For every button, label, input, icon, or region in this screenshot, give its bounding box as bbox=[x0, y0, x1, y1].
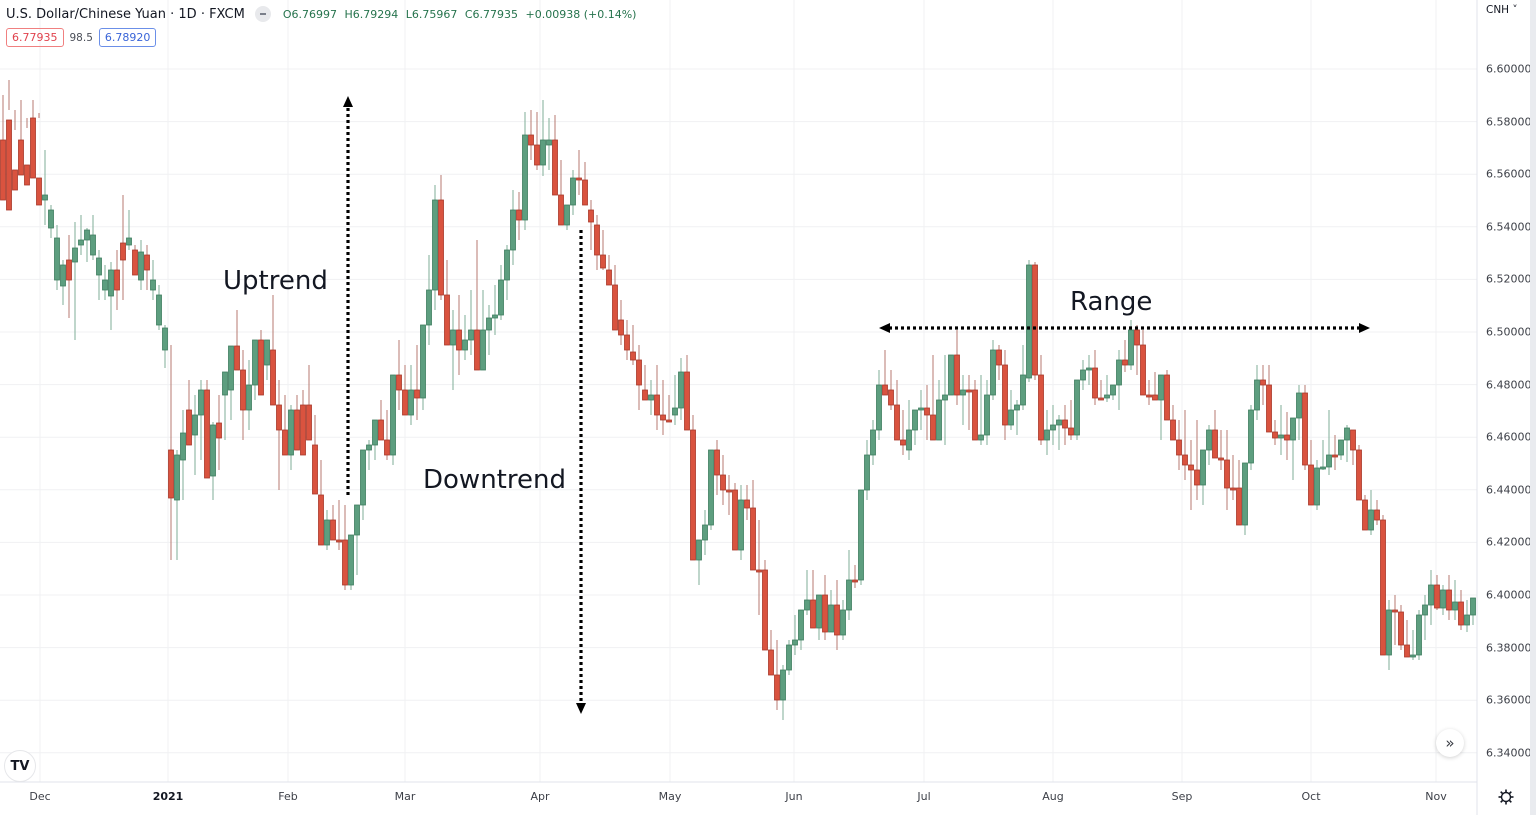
price-axis-label: 6.36000 bbox=[1486, 693, 1532, 707]
trade-prices: 6.77935 98.5 6.78920 bbox=[6, 28, 157, 47]
time-axis-label: Dec bbox=[29, 790, 51, 803]
ohlc-values: O6.76997 H6.79294 L6.75967 C6.77935 +0.0… bbox=[283, 8, 641, 21]
price-axis-label: 6.58000 bbox=[1486, 115, 1532, 129]
price-axis-label: 6.52000 bbox=[1486, 272, 1532, 286]
time-axis-label: Nov bbox=[1425, 790, 1447, 803]
tradingview-logo[interactable]: TV bbox=[4, 750, 36, 782]
time-axis-label: Sep bbox=[1171, 790, 1193, 803]
price-axis-label: 6.46000 bbox=[1486, 430, 1532, 444]
price-axis-label: 6.44000 bbox=[1486, 483, 1532, 497]
settings-gear-icon[interactable] bbox=[1497, 788, 1515, 806]
price-axis-label: 6.42000 bbox=[1486, 535, 1532, 549]
time-axis-label: Aug bbox=[1042, 790, 1064, 803]
annotation-arrows bbox=[343, 96, 1370, 714]
time-axis-label: 2021 bbox=[152, 790, 184, 803]
high-value: H6.79294 bbox=[344, 7, 399, 21]
candlestick-series bbox=[0, 80, 1476, 720]
currency-selector[interactable]: CNH ˅ bbox=[1486, 4, 1518, 16]
symbol-legend: U.S. Dollar/Chinese Yuan · 1D · FXCM O6.… bbox=[6, 6, 640, 22]
time-axis-label: Oct bbox=[1301, 790, 1321, 803]
downtrend-label: Downtrend bbox=[423, 465, 566, 495]
time-axis-label: May bbox=[658, 790, 682, 803]
price-axis-label: 6.54000 bbox=[1486, 220, 1532, 234]
scroll-to-realtime-button[interactable]: » bbox=[1436, 729, 1464, 757]
spread-value: 98.5 bbox=[69, 31, 93, 44]
price-axis-label: 6.38000 bbox=[1486, 641, 1532, 655]
time-axis-label: Mar bbox=[394, 790, 416, 803]
price-axis-label: 6.50000 bbox=[1486, 325, 1532, 339]
sell-price-button[interactable]: 6.77935 bbox=[6, 28, 64, 47]
buy-price-button[interactable]: 6.78920 bbox=[98, 28, 157, 47]
symbol-title[interactable]: U.S. Dollar/Chinese Yuan · 1D · FXCM bbox=[6, 6, 245, 22]
time-axis-label: Feb bbox=[278, 790, 298, 803]
window-edge bbox=[1530, 0, 1536, 815]
price-axis-label: 6.40000 bbox=[1486, 588, 1532, 602]
price-axis-label: 6.56000 bbox=[1486, 167, 1532, 181]
collapse-legend-button[interactable] bbox=[254, 6, 271, 22]
price-axis-label: 6.34000 bbox=[1486, 746, 1532, 760]
time-axis-label: Jul bbox=[917, 790, 931, 803]
time-axis-label: Jun bbox=[785, 790, 803, 803]
uptrend-label: Uptrend bbox=[223, 266, 328, 296]
low-value: L6.75967 bbox=[405, 7, 458, 21]
close-value: C6.77935 bbox=[464, 7, 519, 21]
range-label: Range bbox=[1070, 287, 1153, 317]
price-axis-label: 6.60000 bbox=[1486, 62, 1532, 76]
open-value: O6.76997 bbox=[282, 7, 337, 21]
change-value: +0.00938 (+0.14%) bbox=[525, 7, 637, 21]
price-axis-label: 6.48000 bbox=[1486, 378, 1532, 392]
time-axis-label: Apr bbox=[530, 790, 550, 803]
